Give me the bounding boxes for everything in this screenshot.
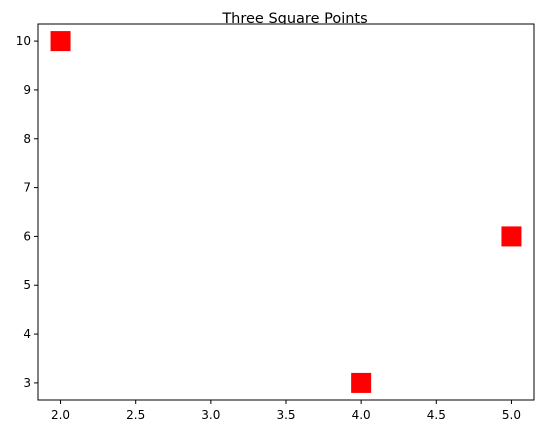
x-tick-label: 3.5 xyxy=(276,408,295,422)
y-tick-label: 4 xyxy=(23,327,31,341)
axes-layer: 2.0 2.5 3.0 3.5 4.0 4.5 5.0 3 4 5 6 7 8 9 10 xyxy=(16,34,521,422)
y-tick-label: 3 xyxy=(23,376,31,390)
x-tick-label: 2.5 xyxy=(126,408,145,422)
data-point-square xyxy=(351,372,372,393)
y-tick-label: 6 xyxy=(23,229,31,243)
plot-frame xyxy=(37,23,535,401)
y-tick-label: 9 xyxy=(23,83,31,97)
x-tick-label: 5.0 xyxy=(502,408,521,422)
plot-area xyxy=(38,24,534,400)
y-tick-label: 10 xyxy=(16,34,31,48)
chart-title: Three Square Points xyxy=(221,11,367,27)
x-tick-label: 4.5 xyxy=(427,408,446,422)
y-tick-label: 8 xyxy=(23,132,31,146)
y-tick-label: 5 xyxy=(23,278,31,292)
data-point-square xyxy=(501,226,522,247)
x-tick-label: 4.0 xyxy=(352,408,371,422)
x-tick-label: 3.0 xyxy=(201,408,220,422)
marks-layer xyxy=(50,31,522,393)
x-tick-label: 2.0 xyxy=(51,408,70,422)
y-tick-label: 7 xyxy=(23,181,31,195)
data-point-square xyxy=(50,31,71,52)
